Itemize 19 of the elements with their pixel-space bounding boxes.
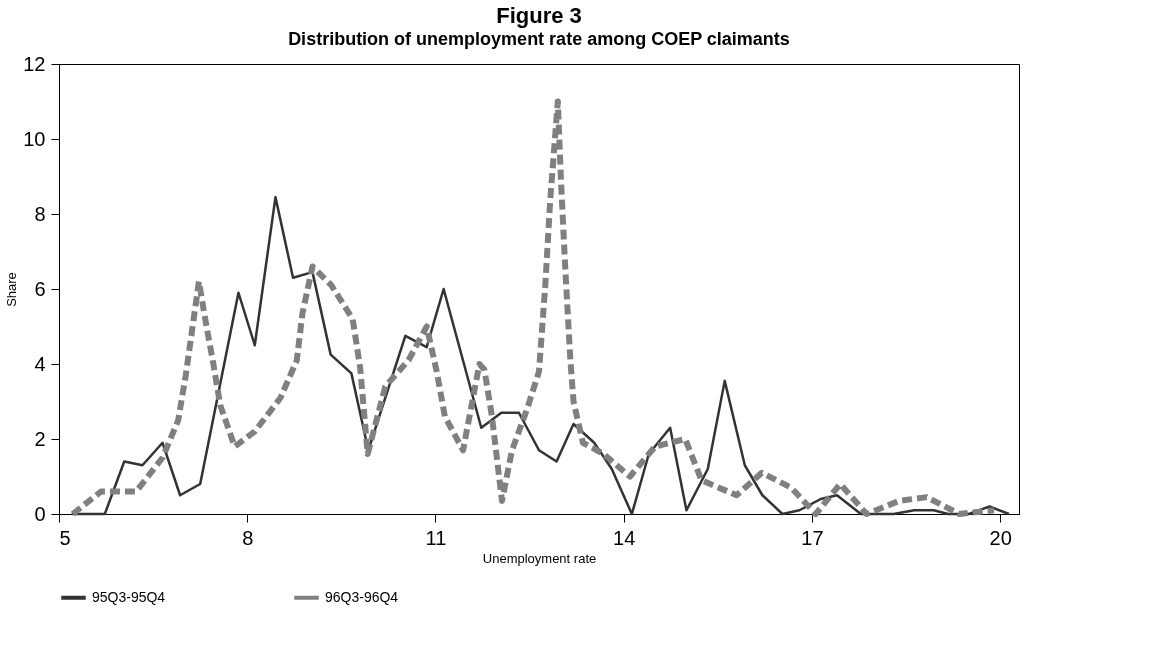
y-tick-label: 8 [34,202,46,225]
y-tick-label: 4 [34,352,46,375]
y-tick-label: 12 [23,52,46,75]
x-tick-label: 17 [801,526,824,549]
x-tick-label: 20 [989,526,1012,549]
x-tick-label: 8 [242,526,254,549]
legend-label: 96Q3-96Q4 [325,588,399,605]
chart-title: Figure 3 [496,3,582,28]
y-tick-label: 2 [34,427,46,450]
y-tick-label: 0 [34,502,46,525]
y-tick-label: 10 [23,127,46,150]
y-tick-label: 6 [34,277,46,300]
chart-subtitle: Distribution of unemployment rate among COEP claimants [288,29,790,49]
x-axis-title: Unemployment rate [482,550,597,566]
x-tick-label: 5 [59,526,71,549]
y-axis-title: Share [4,272,20,307]
x-tick-label: 14 [613,526,636,549]
legend-label: 95Q3-95Q4 [92,588,166,605]
x-tick-label: 11 [425,526,447,549]
